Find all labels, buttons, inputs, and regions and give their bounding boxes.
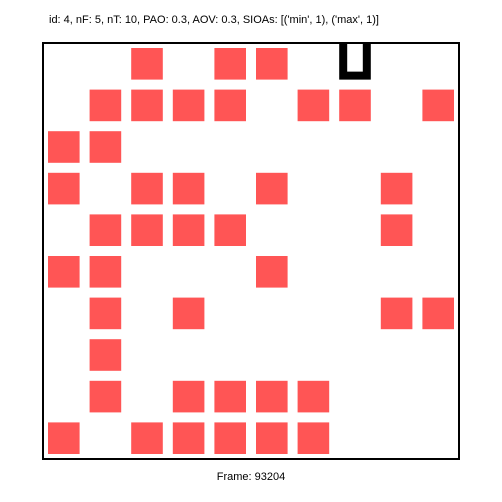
tile [131, 422, 163, 454]
tile [297, 89, 330, 122]
tile [172, 380, 205, 413]
tile [131, 89, 163, 122]
tile [89, 89, 122, 122]
tile [48, 256, 80, 288]
tile [422, 297, 454, 330]
tile [297, 380, 330, 413]
tile [131, 172, 163, 205]
tile [214, 422, 246, 454]
tile [89, 214, 122, 246]
tile [172, 172, 205, 205]
game-board-canvas [42, 42, 460, 460]
tile [256, 172, 288, 205]
tile [380, 214, 413, 246]
tile [89, 339, 122, 371]
tile [339, 89, 371, 122]
tile [89, 131, 122, 163]
tile [131, 214, 163, 246]
tile [89, 256, 122, 288]
tile [297, 422, 330, 454]
game-board [42, 42, 460, 460]
tile [256, 256, 288, 288]
tile [214, 214, 246, 246]
tile [172, 89, 205, 122]
tile [214, 380, 246, 413]
frame-counter: Frame: 93204 [216, 471, 286, 483]
tile [380, 297, 413, 330]
tile [172, 214, 205, 246]
tile [48, 422, 80, 454]
tile [214, 89, 246, 122]
tile [48, 131, 80, 163]
tile [89, 297, 122, 330]
tile [256, 380, 288, 413]
episode-info-title: id: 4, nF: 5, nT: 10, PAO: 0.3, AOV: 0.3… [49, 14, 379, 26]
tile [380, 172, 413, 205]
tile [214, 48, 246, 80]
tile [172, 422, 205, 454]
tile [256, 422, 288, 454]
board-border [42, 42, 460, 460]
tile [89, 380, 122, 413]
tile [172, 297, 205, 330]
agent-cursor-icon [339, 43, 371, 80]
tile [256, 48, 288, 80]
tile [422, 89, 454, 122]
tile [48, 172, 80, 205]
tile [131, 48, 163, 80]
